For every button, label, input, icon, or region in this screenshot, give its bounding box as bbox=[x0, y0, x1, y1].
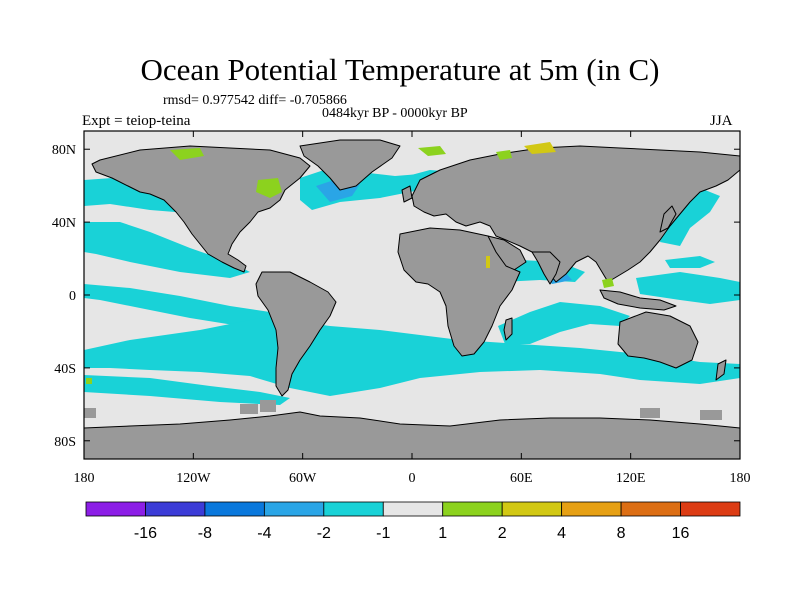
map-plot-area bbox=[84, 131, 740, 459]
south-america bbox=[255, 271, 337, 397]
x-tick-label: 60E bbox=[510, 471, 533, 486]
colorbar-label: 8 bbox=[617, 525, 626, 542]
y-tick-label: 40S bbox=[54, 362, 76, 377]
greenland bbox=[299, 139, 401, 191]
time-period-label: 0484kyr BP - 0000kyr BP bbox=[322, 106, 468, 121]
antarctica bbox=[84, 411, 740, 459]
madagascar bbox=[503, 317, 513, 341]
y-tick-label: 80N bbox=[52, 143, 76, 158]
axis-ticks bbox=[83, 131, 741, 459]
x-tick-label: 120W bbox=[176, 471, 211, 486]
sea-ice-blocks bbox=[84, 400, 722, 420]
colorbar-label: -4 bbox=[257, 525, 271, 542]
x-tick-label: 180 bbox=[730, 471, 751, 486]
x-tick-label: 60W bbox=[289, 471, 317, 486]
rmsd-diff-stats: rmsd= 0.977542 diff= -0.705866 bbox=[163, 93, 347, 108]
y-tick-label: 40N bbox=[52, 216, 76, 231]
new-zealand bbox=[715, 359, 727, 381]
colorbar-label: -1 bbox=[376, 525, 390, 542]
colorbar-swatch bbox=[620, 501, 681, 517]
colorbar-swatch bbox=[145, 501, 206, 517]
warm-anomaly-regions bbox=[86, 142, 614, 384]
x-tick-label: 120E bbox=[616, 471, 646, 486]
season-label: JJA bbox=[710, 113, 733, 129]
colorbar-swatch bbox=[85, 501, 146, 517]
colorbar-label: 1 bbox=[438, 525, 447, 542]
british-isles bbox=[401, 185, 413, 203]
australia bbox=[617, 311, 699, 369]
axis-tick-labels: 180 120W 60W 0 60E 120E 180 80N 40N 0 40S 80S bbox=[52, 143, 751, 486]
maritime-continent bbox=[599, 289, 677, 311]
colorbar-label: -8 bbox=[198, 525, 212, 542]
colorbar-label: 4 bbox=[557, 525, 566, 542]
eurasia bbox=[411, 145, 740, 283]
india bbox=[531, 251, 561, 285]
y-tick-label: 0 bbox=[69, 289, 76, 304]
map-title: Ocean Potential Temperature at 5m (in C) bbox=[140, 52, 660, 87]
colorbar-swatch bbox=[204, 501, 265, 517]
colorbar-label: 2 bbox=[498, 525, 507, 542]
x-tick-label: 180 bbox=[74, 471, 95, 486]
colorbar-swatch bbox=[323, 501, 384, 517]
x-tick-label: 0 bbox=[409, 471, 416, 486]
colorbar-swatch bbox=[263, 501, 325, 517]
colorbar bbox=[85, 501, 741, 517]
colorbar-swatch bbox=[680, 501, 741, 517]
north-america bbox=[91, 145, 311, 273]
colorbar-swatch bbox=[382, 501, 444, 517]
colorbar-label: 16 bbox=[672, 525, 690, 542]
colorbar-swatch bbox=[501, 501, 563, 517]
japan bbox=[659, 205, 677, 233]
land-masses bbox=[84, 139, 740, 459]
colorbar-swatch bbox=[561, 501, 622, 517]
y-tick-label: 80S bbox=[54, 435, 76, 450]
colorbar-labels: -16 -8 -4 -2 -1 1 2 4 8 16 bbox=[134, 525, 690, 542]
colorbar-label: -2 bbox=[317, 525, 331, 542]
colorbar-swatch bbox=[442, 501, 503, 517]
colorbar-label: -16 bbox=[134, 525, 157, 542]
experiment-label: Expt = teiop-teina bbox=[82, 113, 191, 129]
